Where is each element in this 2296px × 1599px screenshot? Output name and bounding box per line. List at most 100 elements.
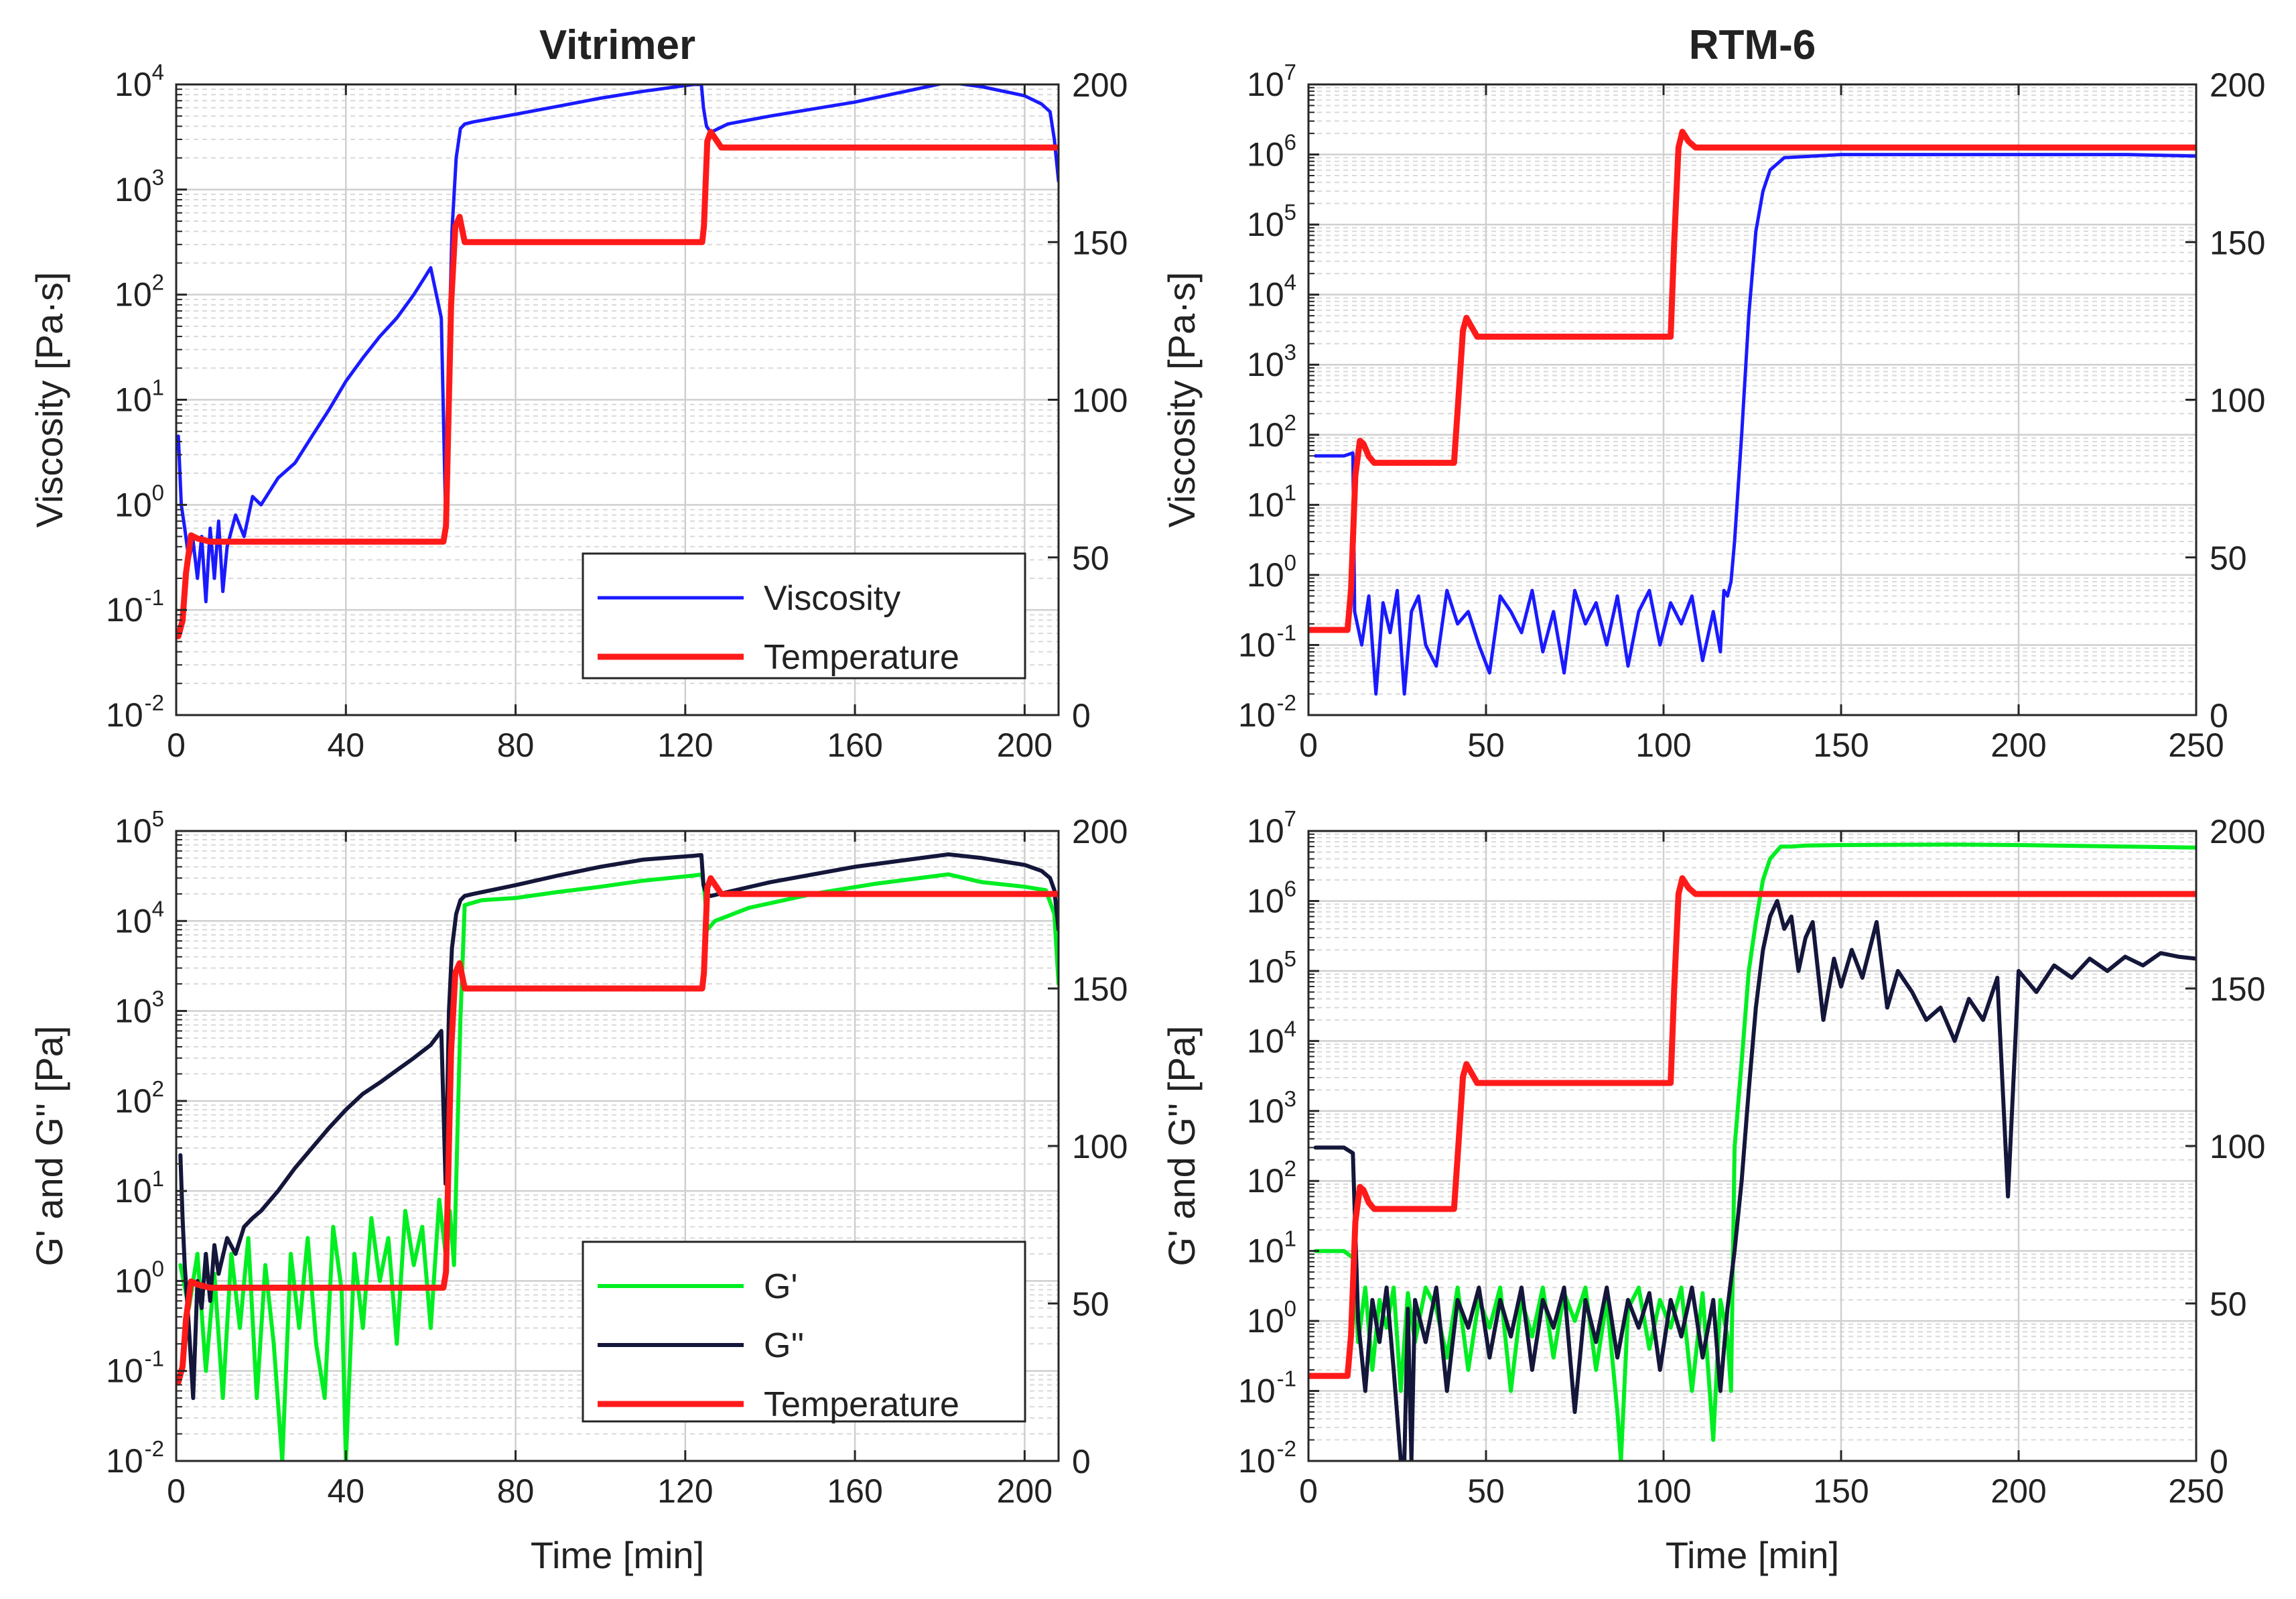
x-tick-label: 250 [2168,1472,2224,1510]
x-axis: 0 50 100 150 200 250 [1299,84,2224,764]
y-axis-right: 0 50 100 150 200 [2185,813,2265,1480]
x-tick-label: 120 [657,726,713,764]
y-tick-label: 105 [1247,200,1296,243]
y-tick-base: 10 [1238,696,1276,734]
y-tick-exponent: 7 [1284,60,1296,84]
y-tick-label: 107 [1247,806,1296,850]
y-tick-label: 104 [115,60,164,103]
y-tick-base: 10 [1247,416,1284,454]
x-tick-label: 100 [1635,1472,1691,1510]
y2-tick-label: 200 [2210,813,2265,850]
y-tick-exponent: -1 [145,585,164,610]
x-tick-label: 40 [327,1472,364,1510]
y-tick-label: 102 [115,1076,164,1120]
legend-label: G' [764,1267,797,1306]
x-tick-label: 50 [1467,1472,1505,1510]
y-tick-base: 10 [115,171,152,208]
y-tick-exponent: 5 [1284,946,1296,971]
y-tick-label: 107 [1247,60,1296,103]
series-g-double-prime-line [178,852,1059,1401]
series-g-double-prime-line [1313,899,2196,1461]
y2-tick-label: 0 [1072,697,1091,734]
y-tick-label: 103 [1247,1086,1296,1130]
x-tick-label: 200 [997,726,1053,764]
series-group [1308,842,2196,1461]
y2-tick-label: 0 [1072,1443,1091,1480]
y-tick-base: 10 [1247,952,1284,990]
y-tick-label: 100 [1247,1296,1296,1340]
y-tick-label: 100 [115,1256,164,1299]
y-tick-exponent: 0 [1284,550,1296,575]
y-tick-base: 10 [1247,1232,1284,1270]
y-tick-base: 10 [1247,206,1284,243]
y2-tick-label: 200 [2210,66,2265,104]
series-group [176,852,1059,1461]
y-tick-base: 10 [1247,882,1284,919]
x-tick-label: 250 [2168,726,2224,764]
y-tick-base: 10 [1247,136,1284,174]
x-tick-label: 160 [827,1472,882,1510]
y-tick-exponent: 4 [152,896,164,921]
y-tick-base: 10 [1247,1302,1284,1340]
y-tick-label: 103 [1247,340,1296,383]
y2-tick-label: 150 [2210,224,2265,261]
y-tick-label: 102 [1247,1156,1296,1200]
y-tick-exponent: 4 [1284,1016,1296,1041]
y-tick-base: 10 [115,276,152,314]
x-tick-label: 80 [497,1472,535,1510]
y-tick-base: 10 [115,1262,152,1299]
panel-vitrimer-viscosity: 0 40 80 120 160 20010-210-1100101102103104050… [28,22,1128,764]
y-tick-base: 10 [1247,812,1284,850]
series-temperature-line [1308,129,2196,633]
y2-tick-label: 100 [2210,382,2265,420]
chart-title: Vitrimer [539,22,695,68]
y-tick-base: 10 [106,591,143,629]
legend: G' G'' Temperature [582,1240,1026,1424]
x-tick-label: 120 [657,1472,713,1510]
y-tick-label: 10-1 [106,585,164,629]
gridlines [1308,84,2196,715]
legend-label: Viscosity [764,579,900,618]
legend: Viscosity Temperature [582,552,1026,680]
y-tick-exponent: -2 [1277,1436,1296,1461]
y-tick-exponent: 2 [1284,1156,1296,1181]
legend-box [582,1240,1026,1423]
y-tick-base: 10 [1238,626,1276,663]
x-axis-label: Time [min] [1666,1534,1839,1576]
y-tick-base: 10 [1247,346,1284,383]
y-tick-label: 104 [1247,1016,1296,1060]
y2-tick-label: 200 [1072,66,1128,104]
y-tick-exponent: -2 [145,1436,164,1461]
y-tick-exponent: 2 [1284,410,1296,435]
y-tick-label: 10-2 [106,690,164,734]
y2-tick-label: 150 [1072,224,1128,261]
y-tick-base: 10 [1247,66,1284,103]
panel-rtm6-moduli: 0 50 100 150 200 25010-210-110010110210310410… [1160,806,2265,1576]
series-group [176,84,1059,639]
y-tick-base: 10 [1238,1372,1276,1410]
y-tick-exponent: 2 [152,1076,164,1101]
y-axis-label: Viscosity [Pa·s] [28,272,70,528]
series-viscosity-line [176,84,1059,604]
y-tick-label: 104 [115,896,164,940]
y2-tick-label: 100 [2210,1128,2265,1165]
y2-tick-label: 100 [1072,382,1128,420]
x-axis-label: Time [min] [531,1534,704,1576]
series-group [1308,129,2196,696]
y-tick-base: 10 [1238,1442,1276,1480]
y-tick-exponent: 2 [152,270,164,295]
x-tick-label: 40 [327,726,364,764]
y2-tick-label: 50 [1072,539,1109,577]
y-tick-base: 10 [1247,1162,1284,1200]
y-axis-label: Viscosity [Pa·s] [1160,272,1203,528]
y-tick-base: 10 [106,696,143,734]
y-tick-label: 105 [1247,946,1296,990]
y-tick-base: 10 [1247,1022,1284,1060]
y-tick-label: 10-2 [106,1436,164,1480]
y-axis-right: 0 50 100 150 200 [1048,813,1128,1480]
y2-tick-label: 50 [2210,539,2247,577]
y-axis-right: 0 50 100 150 200 [2185,66,2265,734]
